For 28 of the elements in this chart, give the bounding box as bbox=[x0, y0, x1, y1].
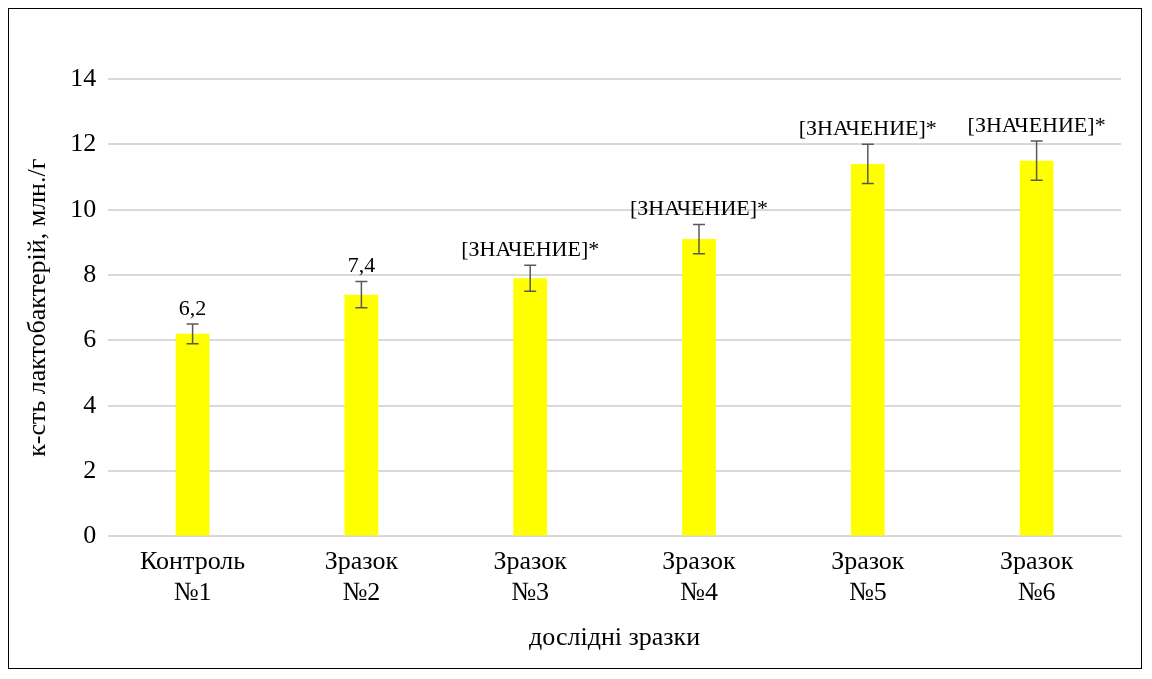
data-label: [ЗНАЧЕНИЕ]* bbox=[967, 111, 1106, 137]
y-tick-label: 0 bbox=[83, 520, 97, 550]
data-label: [ЗНАЧЕНИЕ]* bbox=[629, 195, 769, 221]
y-tick-label: 6 bbox=[83, 324, 97, 354]
bar bbox=[1019, 160, 1054, 536]
x-tick-label: Зразок №5 bbox=[831, 545, 905, 607]
x-tick-label: Зразок №2 bbox=[324, 545, 399, 607]
y-tick-label: 8 bbox=[83, 258, 97, 288]
x-tick-label: Зразок №3 bbox=[493, 545, 568, 607]
y-tick-label: 12 bbox=[70, 128, 97, 158]
bar bbox=[175, 333, 210, 536]
x-tick-label: Зразок №6 bbox=[999, 545, 1074, 607]
y-axis-title: к-сть лактобактерій, млн./г bbox=[22, 158, 52, 457]
y-tick-label: 10 bbox=[70, 193, 97, 223]
y-tick-label: 14 bbox=[70, 62, 97, 92]
bar bbox=[513, 278, 548, 536]
y-tick-label: 4 bbox=[83, 389, 97, 419]
y-tick-label: 2 bbox=[83, 454, 97, 484]
bar bbox=[682, 239, 716, 536]
bar bbox=[850, 163, 885, 536]
data-label: 6,2 bbox=[178, 294, 207, 320]
data-label: [ЗНАЧЕНИЕ]* bbox=[461, 236, 600, 262]
x-tick-label: Зразок №4 bbox=[662, 545, 737, 607]
x-tick-label: Контроль №1 bbox=[140, 545, 246, 607]
data-label: 7,4 bbox=[347, 252, 376, 278]
data-label: [ЗНАЧЕНИЕ]* bbox=[798, 115, 937, 141]
bar bbox=[344, 294, 379, 536]
x-axis-title: дослідні зразки bbox=[529, 622, 701, 652]
